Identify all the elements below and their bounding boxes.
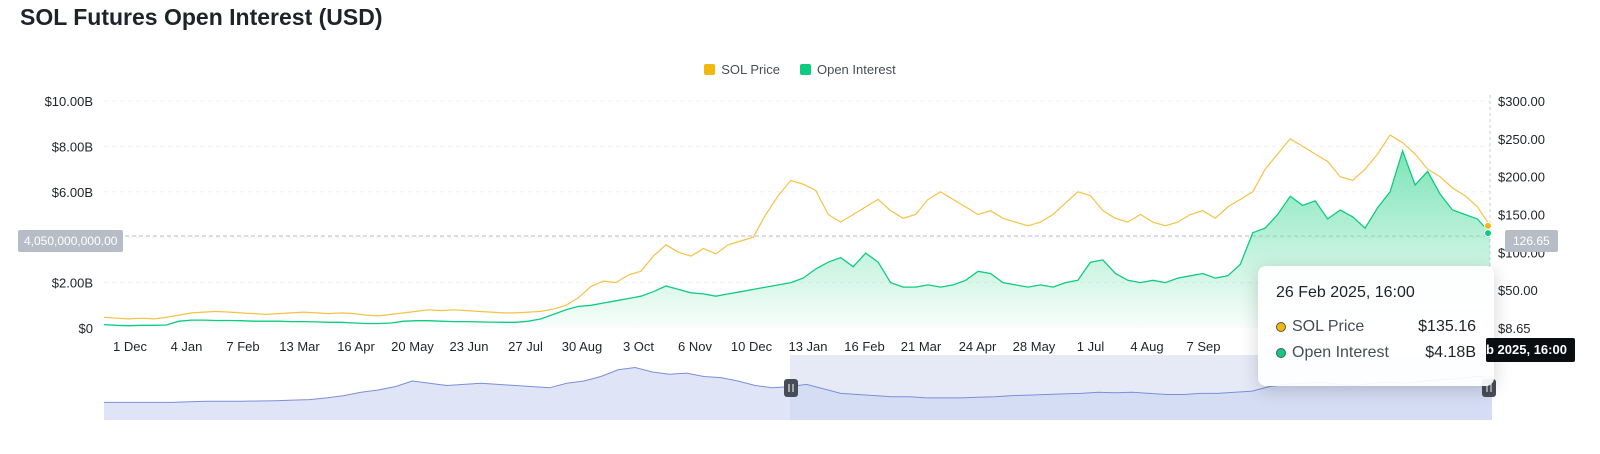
legend-item-sol-price[interactable]: SOL Price xyxy=(704,62,780,77)
left-axis-tick-label: $2.00B xyxy=(52,276,93,291)
chart-title: SOL Futures Open Interest (USD) xyxy=(20,4,383,30)
x-axis-tick-label: 7 Feb xyxy=(226,339,259,354)
tooltip-dot-open-interest xyxy=(1276,348,1286,358)
crosshair-left-value: 4,050,000,000.00 xyxy=(18,230,124,252)
x-axis-tick-label: 16 Feb xyxy=(844,339,884,354)
x-axis-tick-label: 24 Apr xyxy=(959,339,997,354)
right-axis-tick-label: $200.00 xyxy=(1498,170,1545,185)
x-axis-tick-label: 20 May xyxy=(391,339,434,354)
right-axis-tick-label: $50.00 xyxy=(1498,283,1538,298)
x-axis-tick-label: 13 Jan xyxy=(788,339,827,354)
x-axis-tick-label: 10 Dec xyxy=(731,339,773,354)
legend-swatch-open-interest xyxy=(799,64,811,75)
navigator-handle-left[interactable] xyxy=(784,379,798,397)
tooltip-label-sol-price: SOL Price xyxy=(1292,318,1365,335)
x-axis-tick-label: 3 Oct xyxy=(623,339,654,354)
tooltip-dot-sol-price xyxy=(1276,322,1286,332)
left-axis-tick-label: $6.00B xyxy=(52,185,93,200)
legend-label-open-interest: Open Interest xyxy=(816,62,896,77)
sol-price-line xyxy=(103,134,1491,320)
right-axis-tick-label: $150.00 xyxy=(1498,208,1545,223)
legend-label-sol-price: SOL Price xyxy=(721,62,780,77)
sol-price-marker xyxy=(1484,221,1492,230)
legend-swatch-sol-price xyxy=(704,64,716,75)
tooltip-value-open-interest: $4.18B xyxy=(1425,344,1476,361)
x-axis-tick-label: 4 Jan xyxy=(171,339,203,354)
left-axis-tick-label: $8.00B xyxy=(52,139,93,154)
crosshair-right-value: 126.65 xyxy=(1505,230,1558,252)
open-interest-area xyxy=(104,150,1490,328)
right-axis-tick-label: $8.65 xyxy=(1498,321,1531,336)
x-axis-tick-label: 6 Nov xyxy=(678,339,712,354)
tooltip-row-open-interest: Open Interest $4.18B xyxy=(1276,344,1476,362)
x-axis-tick-label: 27 Jul xyxy=(508,339,543,354)
legend: SOL Price Open Interest xyxy=(0,62,1600,77)
x-axis-tick-label: 23 Jun xyxy=(449,339,488,354)
x-axis-tick-label: 13 Mar xyxy=(279,339,320,354)
tooltip-date: 26 Feb 2025, 16:00 xyxy=(1276,284,1415,301)
x-axis-tick-label: 16 Apr xyxy=(337,339,375,354)
tooltip-value-sol-price: $135.16 xyxy=(1418,318,1476,335)
x-axis-tick-label: 21 Mar xyxy=(901,339,942,354)
right-axis-tick-label: $250.00 xyxy=(1498,132,1545,147)
open-interest-line xyxy=(103,148,1491,327)
x-axis-tick-label: 7 Sep xyxy=(1187,339,1221,354)
legend-item-open-interest[interactable]: Open Interest xyxy=(799,62,896,77)
x-axis-tick-label: 4 Aug xyxy=(1130,339,1163,354)
tooltip-label-open-interest: Open Interest xyxy=(1292,344,1389,361)
x-axis-tick-label: 30 Aug xyxy=(562,339,603,354)
left-axis-tick-label: $0 xyxy=(79,321,93,336)
open-interest-marker xyxy=(1484,229,1492,238)
right-axis-tick-label: $300.00 xyxy=(1498,94,1545,109)
tooltip: 26 Feb 2025, 16:00 SOL Price $135.16 Ope… xyxy=(1258,266,1494,386)
crosshair-date-label: b 2025, 16:00 xyxy=(1486,338,1575,362)
x-axis-tick-label: 28 May xyxy=(1013,339,1056,354)
left-axis-tick-label: $10.00B xyxy=(45,94,93,109)
x-axis-tick-label: 1 Dec xyxy=(113,339,147,354)
x-axis-tick-label: 1 Jul xyxy=(1077,339,1105,354)
tooltip-row-sol-price: SOL Price $135.16 xyxy=(1276,318,1476,336)
